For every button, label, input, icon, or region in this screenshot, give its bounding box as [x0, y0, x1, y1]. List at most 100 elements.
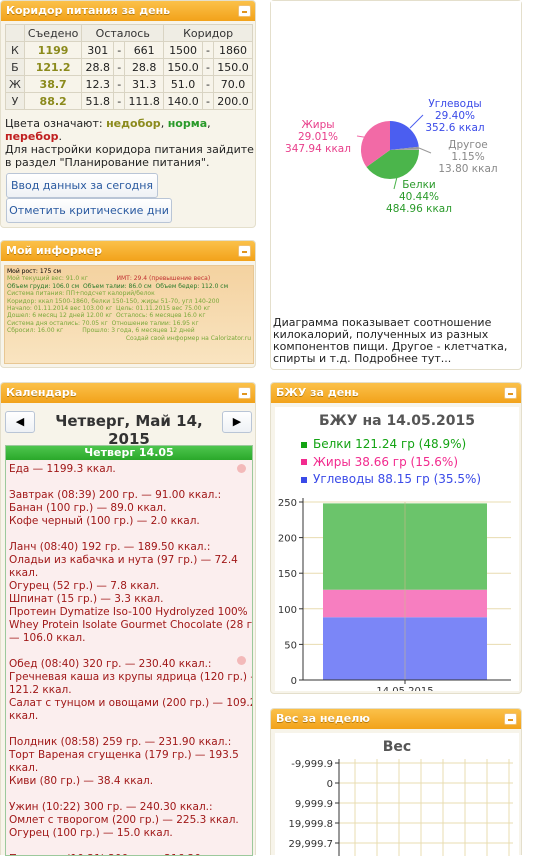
day-line: [9, 476, 252, 489]
day-entry: Четверг 14.05 Еда — 1199.3 ккал. Завтрак …: [5, 445, 253, 856]
table-row: У 88.2 51.8-111.8 140.0-200.0: [5, 92, 253, 110]
minimize-icon[interactable]: [238, 245, 251, 257]
day-line: Гречневая каша из крупы ядрица (120 гр.)…: [9, 671, 253, 683]
bju-legend: Белки 121.24 гр (48.9%) Жиры 38.66 гр (1…: [301, 436, 481, 489]
day-line: Обед (08:40) 320 гр. — 230.40 ккал.:: [9, 658, 212, 670]
bju-ytick-label: 200: [278, 534, 297, 545]
day-line: Киви (80 гр.) — 38.4 ккал.: [9, 775, 154, 787]
pie-slice-prot: [366, 150, 419, 180]
weight-ytick: 29,999.7: [288, 839, 333, 850]
table-row: Б 121.2 28.8-28.8 150.0-150.0: [5, 58, 253, 76]
bju-ytick-label: 250: [278, 498, 297, 509]
informer-body[interactable]: Мой рост: 175 см Мой текущий вес: 91.0 к…: [4, 265, 254, 364]
weight-chart-title: Вес: [382, 739, 412, 755]
minimize-icon[interactable]: [238, 387, 251, 399]
day-line: Кофе черный (100 гр.) — 2.0 ккал.: [9, 515, 200, 527]
weight-title: Вес за неделю: [276, 712, 370, 725]
pie-slice-fat: [360, 120, 390, 167]
minimize-icon[interactable]: [504, 713, 517, 725]
day-line: [9, 645, 252, 658]
bju-title: БЖУ за день: [276, 386, 359, 399]
legend-item-prot: Белки 121.24 гр (48.9%): [301, 436, 481, 454]
calendar-title: Календарь: [6, 386, 77, 399]
bju-chart: 0 50 100 150 200 250 14.05.2015: [278, 498, 511, 691]
weight-panel: Вес за неделю Вес -9,999.9 0 9,999.9 19,…: [270, 708, 522, 856]
day-line: Огурец (52 гр.) — 7.8 ккал.: [9, 580, 160, 592]
bju-panel: БЖУ за день БЖУ на 14.05.2015 Белки 121.…: [270, 382, 522, 694]
day-line: Whey Protein Isolate Gourmet Chocolate (…: [9, 619, 253, 631]
next-day-button[interactable]: ▶: [222, 411, 252, 433]
other-connector: [418, 147, 432, 154]
day-line: [9, 788, 252, 801]
delete-icon[interactable]: [237, 656, 246, 665]
prot-label: Белки 40.44% 484.96 ккал: [386, 179, 452, 215]
table-row: К 1199 301-661 1500-1860: [5, 41, 253, 59]
prot-connector: [393, 176, 398, 190]
day-meal-list: Еда — 1199.3 ккал. Завтрак (08:39) 200 гр…: [6, 460, 253, 855]
day-line: Огурец (100 гр.) — 15.0 ккал.: [9, 827, 173, 839]
pie-slice-other: [390, 146, 419, 150]
day-line: [9, 528, 252, 541]
carb-connector: [409, 114, 424, 129]
delete-icon[interactable]: [237, 464, 246, 473]
day-line: Завтрак (08:39) 200 гр. — 91.00 ккал.:: [9, 489, 222, 501]
informer-title: Мой информер: [6, 244, 103, 257]
day-line: Ланч (08:40) 192 гр. — 189.50 ккал.:: [9, 541, 211, 553]
pie-panel: Жиры 29.01% 347.94 ккал Углеводы 29.40% 352.…: [270, 0, 522, 370]
day-line: Салат с тунцом и овощами (200 гр.) — 109…: [9, 697, 253, 709]
bju-ytick-label: 50: [284, 640, 297, 651]
weight-ytick: -9,999.9: [291, 759, 333, 770]
corridor-panel: Коридор питания за день Съедено Осталось К…: [0, 0, 256, 228]
bju-ytick-label: 150: [278, 569, 297, 580]
calendar-panel: Календарь ◀ Четверг, Май 14, 2015 ▶ Четв…: [0, 382, 256, 856]
weight-ytick: 0: [327, 779, 333, 790]
pie-chart: [356, 114, 432, 190]
weight-chart: -9,999.9 0 9,999.9 19,999.8 29,999.7: [288, 759, 513, 856]
day-line: Полдник (08:58) 259 гр. — 231.90 ккал.:: [9, 736, 232, 748]
legend-item-fat: Жиры 38.66 гр (15.6%): [301, 454, 481, 472]
day-line: ккал.: [9, 567, 39, 579]
corridor-title: Коридор питания за день: [1, 1, 255, 21]
pie-caption[interactable]: Диаграмма показывает соотношение килокал…: [273, 316, 508, 365]
day-line: 121.2 ккал.: [9, 684, 72, 696]
day-line: Оладьи из кабачка и нута (97 гр.) — 72.4: [9, 554, 238, 566]
table-row: Ж 38.7 12.3-31.3 51.0-70.0: [5, 75, 253, 93]
fat-connector: [356, 135, 371, 139]
calendar-date: Четверг, Май 14, 2015: [55, 412, 203, 448]
informer-panel: Мой информер Мой рост: 175 см Мой текущи…: [0, 240, 256, 368]
bju-xtick-label: 14.05.2015: [376, 686, 433, 691]
bju-ytick-label: 0: [291, 676, 297, 687]
corridor-table: Съедено Осталось Коридор К 1199 301-661 1500-…: [5, 24, 253, 110]
day-line: Перекусы (10:21) 200 гр. — 216.20 ккал.:: [9, 853, 252, 855]
corridor-legend: Цвета означают: недобор, норма, перебор. …: [5, 117, 254, 169]
day-line: Еда — 1199.3 ккал.: [9, 463, 116, 475]
day-line: Торт Вареная сгущенка (179 гр.) — 193.5: [9, 749, 239, 761]
day-line: Банан (100 гр.) — 89.0 ккал.: [9, 502, 167, 514]
day-line: Ужин (10:22) 300 гр. — 240.30 ккал.:: [9, 801, 213, 813]
bju-chart-title: БЖУ на 14.05.2015: [318, 413, 476, 429]
day-line: ккал.: [9, 762, 39, 774]
bju-ytick-label: 100: [278, 605, 297, 616]
day-line: Шпинат (15 гр.) — 3.3 ккал.: [9, 593, 164, 605]
other-label: Другое 1.15% 13.80 ккал: [438, 139, 498, 175]
enter-today-button[interactable]: Ввод данных за сегодня: [6, 173, 158, 198]
fat-label: Жиры 29.01% 347.94 ккал: [285, 119, 351, 155]
legend-item-carb: Углеводы 88.15 гр (35.5%): [301, 471, 481, 489]
prev-day-button[interactable]: ◀: [5, 411, 35, 433]
day-line: [9, 723, 252, 736]
mark-critical-days-button[interactable]: Отметить критические дни: [6, 198, 172, 223]
weight-ytick: 19,999.8: [288, 819, 333, 830]
corridor-note: Для настройки коридора питания зайдите в…: [5, 143, 254, 169]
pie-area: Жиры 29.01% 347.94 ккал Углеводы 29.40% 352.…: [271, 1, 521, 315]
pie-slice-carb: [390, 121, 419, 150]
day-line: [9, 840, 252, 853]
day-line: Протеин Dymatize Iso-100 Hydrolyzed 100%: [9, 606, 248, 618]
day-line: ккал.: [9, 710, 39, 722]
carb-label: Углеводы 29.40% 352.6 ккал: [425, 98, 485, 134]
day-line: Омлет с творогом (200 гр.) — 225.3 ккал.: [9, 814, 239, 826]
minimize-icon[interactable]: [504, 387, 517, 399]
day-header[interactable]: Четверг 14.05: [6, 446, 252, 460]
weight-ytick: 9,999.9: [295, 799, 333, 810]
day-line: — 106.0 ккал.: [9, 632, 86, 644]
minimize-icon[interactable]: [238, 5, 251, 17]
